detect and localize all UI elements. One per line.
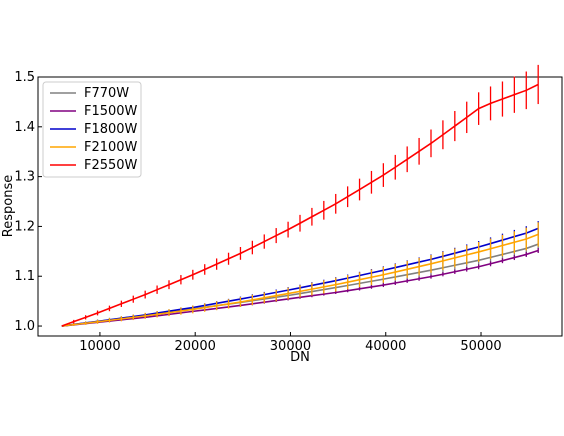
series-f2550w [61, 64, 539, 327]
series-layer [61, 64, 539, 327]
legend-label-f2550w: F2550W [84, 158, 138, 173]
legend-label-f770w: F770W [84, 86, 129, 101]
series-line-f2100w [61, 233, 539, 327]
series-f1800w [61, 221, 539, 327]
y-axis: 1.0 1.1 1.2 1.3 1.4 1.5 [14, 70, 42, 334]
series-line-f2550w [61, 83, 539, 327]
y-axis-label: Response [1, 175, 16, 237]
x-tick-label-1: 20000 [175, 339, 216, 354]
x-axis-label: DN [290, 350, 310, 365]
y-tick-label-2: 1.2 [14, 219, 35, 234]
series-line-f1800w [61, 227, 539, 327]
legend-label-f2100w: F2100W [84, 140, 138, 155]
y-tick-label-4: 1.4 [14, 120, 35, 135]
legend-label-f1500w: F1500W [84, 104, 138, 119]
y-tick-label-3: 1.3 [14, 170, 35, 185]
y-tick-label-0: 1.0 [14, 319, 35, 334]
x-axis: 10000 20000 30000 40000 50000 [79, 332, 502, 354]
x-tick-label-4: 50000 [460, 339, 501, 354]
series-f2100w [61, 222, 539, 327]
legend: F770W F1500W F1800W F2100W F2550W [42, 81, 142, 178]
plot-frame [37, 76, 563, 337]
legend-label-f1800w: F1800W [84, 122, 138, 137]
x-tick-label-0: 10000 [79, 339, 120, 354]
legend-box [42, 81, 142, 178]
y-tick-label-1: 1.1 [14, 269, 35, 284]
x-tick-label-2: 30000 [270, 339, 311, 354]
y-tick-label-5: 1.5 [14, 70, 35, 85]
x-tick-label-3: 40000 [365, 339, 406, 354]
